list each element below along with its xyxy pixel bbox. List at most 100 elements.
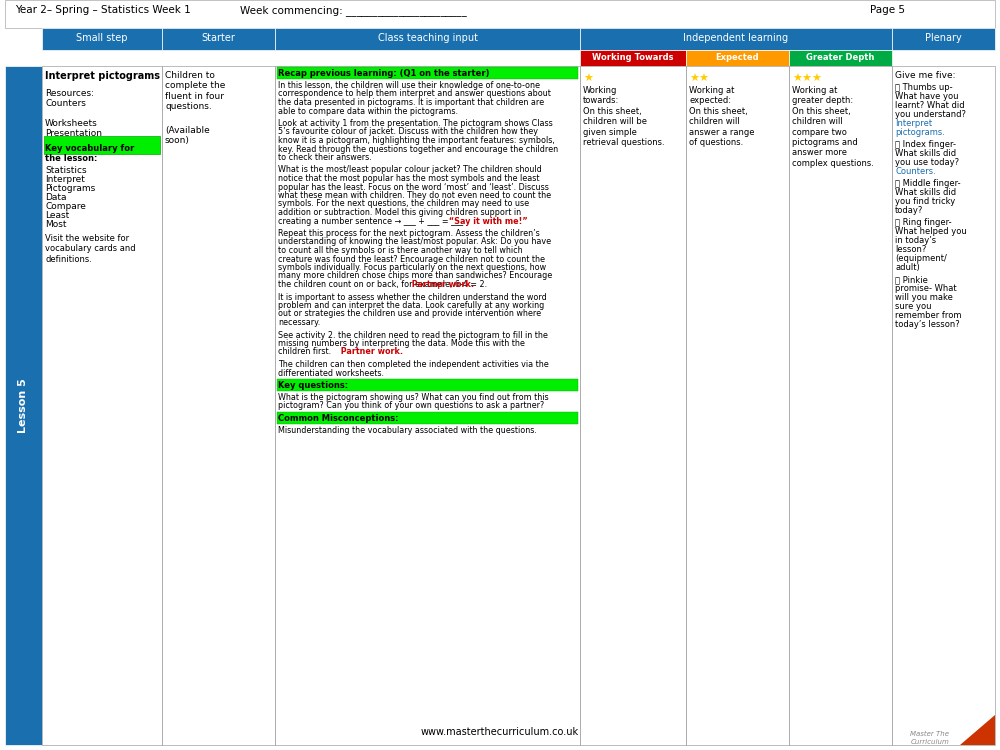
Text: you find tricky: you find tricky [895,197,955,206]
Text: “Say it with me!”: “Say it with me!” [446,217,528,226]
Text: www.masterthecurriculum.co.uk: www.masterthecurriculum.co.uk [421,727,579,737]
Text: adult): adult) [895,263,920,272]
Text: know it is a pictogram, highlighting the important features: symbols,: know it is a pictogram, highlighting the… [278,136,555,145]
Text: What skills did: What skills did [895,149,956,158]
Text: The children can then completed the independent activities via the: The children can then completed the inde… [278,360,549,369]
Text: Recap previous learning: (Q1 on the starter): Recap previous learning: (Q1 on the star… [278,69,490,78]
Text: Key questions:: Key questions: [278,381,348,390]
Text: you understand?: you understand? [895,110,966,119]
Bar [789,50,892,66]
Text: Repeat this process for the next pictogram. Assess the children’s: Repeat this process for the next pictogr… [278,229,540,238]
Text: sure you: sure you [895,302,932,311]
Bar [892,66,995,745]
Text: Worksheets: Worksheets [45,119,98,128]
Text: lesson?: lesson? [895,245,926,254]
Text: the children count on or back, for example, 6-4 = 2.: the children count on or back, for examp… [278,280,487,289]
Text: pictograms.: pictograms. [895,128,945,137]
Bar [277,379,578,391]
Text: will you make: will you make [895,293,953,302]
Text: What is the most/least popular colour jacket? The children should: What is the most/least popular colour ja… [278,166,542,175]
Text: Most: Most [45,220,66,229]
Polygon shape [960,715,995,745]
Text: 🖕 Middle finger-: 🖕 Middle finger- [895,179,961,188]
Text: differentiated worksheets.: differentiated worksheets. [278,368,384,377]
Bar [162,66,275,745]
Text: Master The
Curriculum: Master The Curriculum [910,731,950,745]
Text: symbols individually. Focus particularly on the next questions, how: symbols individually. Focus particularly… [278,263,546,272]
Text: Look at activity 1 from the presentation. The pictogram shows Class: Look at activity 1 from the presentation… [278,119,553,128]
Text: Working at
expected:
On this sheet,
children will
answer a range
of questions.: Working at expected: On this sheet, chil… [689,86,755,147]
Text: Greater Depth: Greater Depth [806,53,875,62]
Text: Partner work.: Partner work. [409,280,474,289]
Text: Key vocabulary for
the lesson:: Key vocabulary for the lesson: [45,144,134,164]
Text: Week commencing: _______________________: Week commencing: _______________________ [240,5,467,16]
Text: It is important to assess whether the children understand the word: It is important to assess whether the ch… [278,292,547,302]
Text: necessary.: necessary. [278,318,320,327]
Text: Expected: Expected [716,53,759,62]
Bar [686,66,789,745]
Text: (Available
soon): (Available soon) [165,126,210,146]
Text: Least: Least [45,211,69,220]
Text: Give me five:: Give me five: [895,71,956,80]
Text: to count all the symbols or is there another way to tell which: to count all the symbols or is there ano… [278,246,523,255]
Bar [580,28,892,50]
Text: Working
towards:
On this sheet,
children will be
given simple
retrieval question: Working towards: On this sheet, children… [583,86,665,147]
Bar [580,50,686,66]
Text: Working Towards: Working Towards [592,53,674,62]
Text: Year 2– Spring – Statistics Week 1: Year 2– Spring – Statistics Week 1 [15,5,191,15]
Text: in today’s: in today’s [895,236,936,245]
Text: Data: Data [45,193,66,202]
Text: (equipment/: (equipment/ [895,254,947,263]
Text: pictogram? Can you think of your own questions to ask a partner?: pictogram? Can you think of your own que… [278,401,544,410]
Text: 5’s favourite colour of jacket. Discuss with the children how they: 5’s favourite colour of jacket. Discuss … [278,128,538,136]
Text: What is the pictogram showing us? What can you find out from this: What is the pictogram showing us? What c… [278,393,549,402]
Bar [277,67,578,79]
Text: you use today?: you use today? [895,158,959,167]
Bar [5,0,995,28]
Text: Misunderstanding the vocabulary associated with the questions.: Misunderstanding the vocabulary associat… [278,426,537,435]
Bar [275,28,580,50]
Text: ★★★: ★★★ [792,74,822,84]
Text: notice that the most popular has the most symbols and the least: notice that the most popular has the mos… [278,174,540,183]
Text: In this lesson, the children will use their knowledge of one-to-one: In this lesson, the children will use th… [278,81,540,90]
Text: Pictograms: Pictograms [45,184,95,193]
Text: 👆 Index finger-: 👆 Index finger- [895,140,956,149]
Bar [277,412,578,424]
Text: Plenary: Plenary [925,33,962,43]
Text: What helped you: What helped you [895,227,967,236]
Text: symbols. For the next questions, the children may need to use: symbols. For the next questions, the chi… [278,200,529,208]
Text: correspondence to help them interpret and answer questions about: correspondence to help them interpret an… [278,89,551,98]
Text: Common Misconceptions:: Common Misconceptions: [278,414,398,423]
Text: Small step: Small step [76,33,128,43]
Text: What skills did: What skills did [895,188,956,197]
Text: What have you: What have you [895,92,958,101]
Text: today’s lesson?: today’s lesson? [895,320,960,329]
Bar [44,136,160,154]
Text: Page 5: Page 5 [870,5,905,15]
Text: what these mean with children. They do not even need to count the: what these mean with children. They do n… [278,191,551,200]
Text: children first.: children first. [278,347,331,356]
Text: key. Read through the questions together and encourage the children: key. Read through the questions together… [278,145,558,154]
Text: Lesson 5: Lesson 5 [18,378,28,433]
Text: problem and can interpret the data. Look carefully at any working: problem and can interpret the data. Look… [278,301,544,310]
Text: Statistics: Statistics [45,166,87,175]
Text: ★★: ★★ [689,74,709,84]
Text: Resources:: Resources: [45,89,94,98]
Text: the data presented in pictograms. It is important that children are: the data presented in pictograms. It is … [278,98,544,107]
Bar [275,66,580,745]
Text: able to compare data within the pictograms.: able to compare data within the pictogra… [278,106,458,116]
Bar [789,66,892,745]
Bar [162,28,275,50]
Bar [5,66,42,745]
Bar [686,50,789,66]
Text: out or strategies the children use and provide intervention where: out or strategies the children use and p… [278,310,541,319]
Text: Children to
complete the
fluent in four
questions.: Children to complete the fluent in four … [165,71,225,111]
Bar [580,66,686,745]
Text: Counters.: Counters. [895,167,936,176]
Text: understanding of knowing the least/most popular. Ask: Do you have: understanding of knowing the least/most … [278,238,551,247]
Text: 👍 Thumbs up-: 👍 Thumbs up- [895,83,953,92]
Bar [42,28,162,50]
Text: Counters: Counters [45,99,86,108]
Text: missing numbers by interpreting the data. Mode this with the: missing numbers by interpreting the data… [278,339,525,348]
Text: Interpret: Interpret [895,119,932,128]
